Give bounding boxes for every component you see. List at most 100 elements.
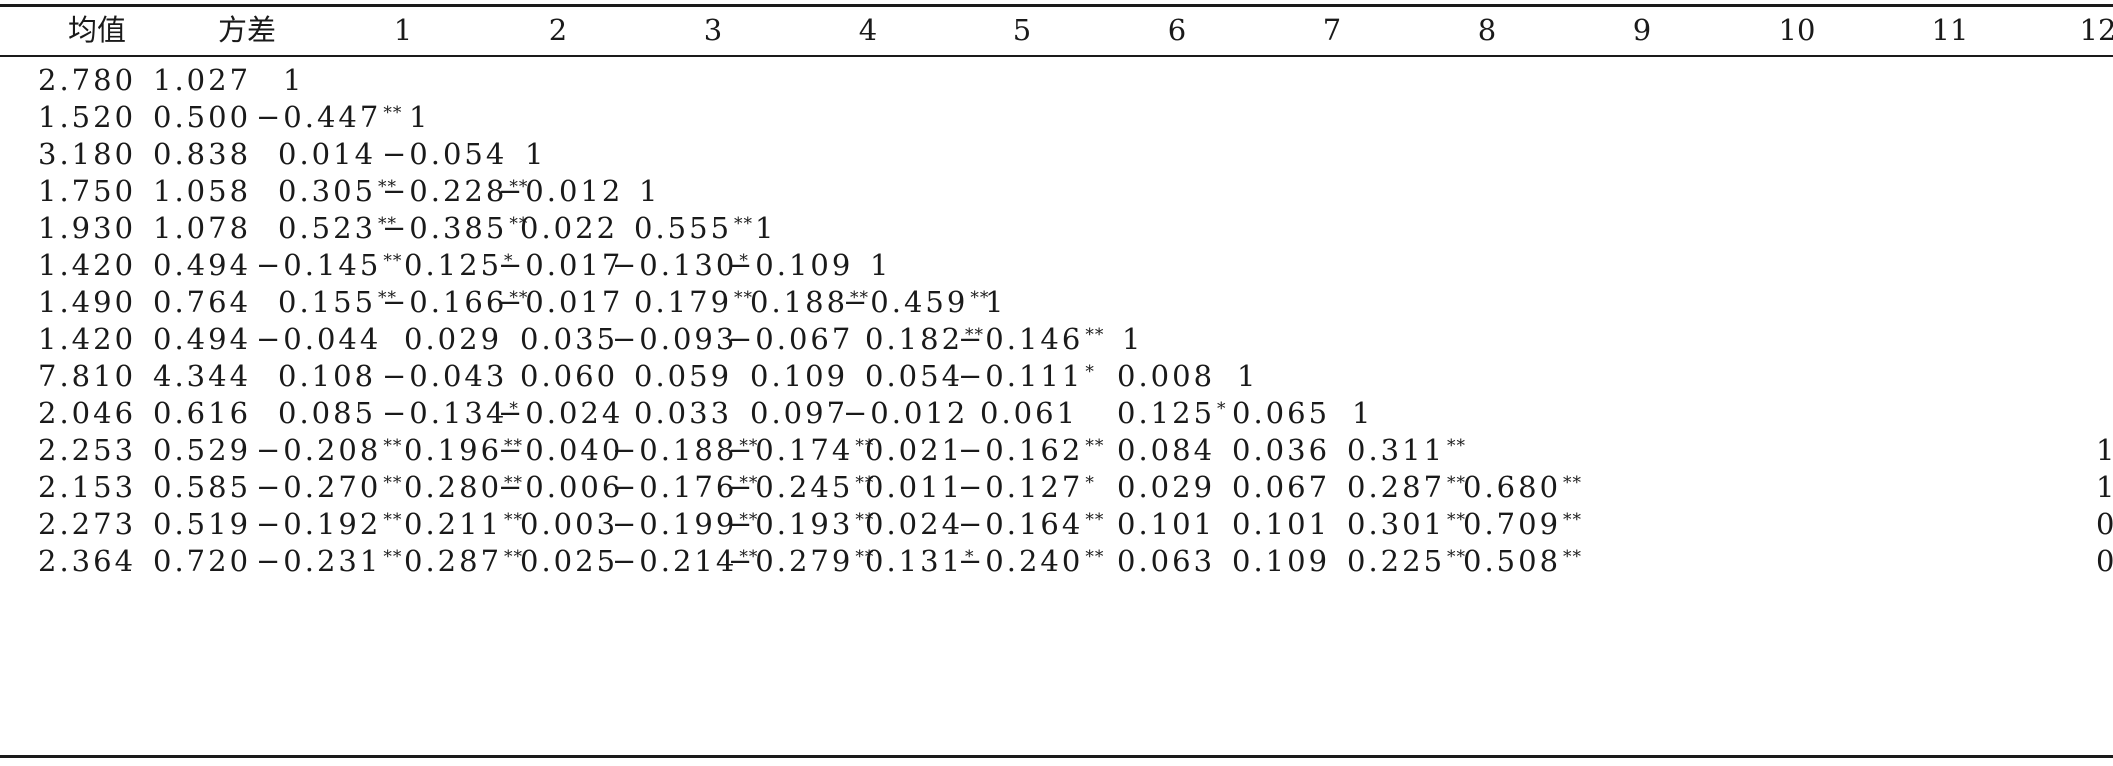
table-cell: 0.060 xyxy=(520,359,619,393)
table-cell: −0.166 ** xyxy=(382,285,529,319)
table-cell: −0.240 ** xyxy=(958,544,1105,578)
table-cell: −0.162 ** xyxy=(958,433,1105,467)
table-cell: 0.125 * xyxy=(404,248,514,282)
table-cell: 2.046 xyxy=(38,396,137,430)
table-cell: 0.523 ** xyxy=(278,211,398,245)
table-cell: 0.305 ** xyxy=(278,174,398,208)
table-cell: 0.709 ** xyxy=(1463,507,1583,541)
table-cell: 1.520 xyxy=(38,100,137,134)
table-cell: 1.420 xyxy=(38,248,137,282)
table-cell: 0.054 xyxy=(865,359,964,393)
table-cell: 2.780 xyxy=(38,63,137,97)
table-cell: 1 xyxy=(409,100,431,134)
table-cell: 1 xyxy=(1122,322,1144,356)
table-cell: 0.494 xyxy=(153,248,252,282)
table-cell: 0.287 ** xyxy=(1347,470,1467,504)
table-cell: 0.680 ** xyxy=(1463,470,1583,504)
table-cell: 0.035 xyxy=(520,322,619,356)
bottom-rule xyxy=(0,755,2113,758)
table-cell: 0.033 xyxy=(634,396,733,430)
table-cell: 0.061 xyxy=(980,396,1079,430)
table-cell: 0.585 xyxy=(153,470,252,504)
table-cell: −0.006 xyxy=(498,470,624,504)
header-col-2: 2 xyxy=(548,13,568,47)
table-cell: 0.101 xyxy=(1232,507,1331,541)
table-cell: −0.447 ** xyxy=(256,100,403,134)
table-cell: 0.764 xyxy=(153,285,252,319)
table-cell: 0.225 ** xyxy=(1347,544,1467,578)
table-cell: −0.385 ** xyxy=(382,211,529,245)
table-cell: 0.101 xyxy=(1117,507,1216,541)
table-cell: −0.040 xyxy=(498,433,624,467)
table-cell: −0.193 ** xyxy=(728,507,875,541)
table-cell: 0.500 xyxy=(153,100,252,134)
table-cell: −0.012 xyxy=(843,396,969,430)
header-col-5: 5 xyxy=(1012,13,1032,47)
header-rule xyxy=(0,55,2113,57)
table-cell: 1 xyxy=(283,63,305,97)
table-cell: 1 xyxy=(1237,359,1259,393)
table-cell: 0.014 xyxy=(278,137,377,171)
table-cell: 0.508 ** xyxy=(1463,544,1583,578)
table-cell: −0.054 xyxy=(382,137,508,171)
table-cell: 0.084 xyxy=(1117,433,1216,467)
table-cell: 0.211 ** xyxy=(404,507,524,541)
table-cell: 7.810 xyxy=(38,359,137,393)
table-cell: 0.555 ** xyxy=(634,211,754,245)
table-cell: −0.127 * xyxy=(958,470,1095,504)
table-cell: 0.108 xyxy=(278,359,377,393)
table-cell: 0.011 xyxy=(865,470,964,504)
header-mean: 均值 xyxy=(67,13,127,47)
table-cell: 4.344 xyxy=(153,359,252,393)
table-cell: 1 xyxy=(2096,433,2113,467)
table-cell: 1.058 xyxy=(153,174,252,208)
table-cell: 0.125 * xyxy=(1117,396,1227,430)
table-cell: 1 xyxy=(2096,470,2113,504)
table-cell: 0.287 ** xyxy=(404,544,524,578)
table-cell: 0.003 xyxy=(520,507,619,541)
table-cell: −0.164 ** xyxy=(958,507,1105,541)
table-cell: 1 xyxy=(639,174,661,208)
table-cell: 0.085 xyxy=(278,396,377,430)
table-cell: 0.059 xyxy=(634,359,733,393)
table-cell: 1.420 xyxy=(38,322,137,356)
table-cell: 0.838 xyxy=(153,137,252,171)
table-cell: 0.029 xyxy=(404,322,503,356)
table-cell: 0.196 ** xyxy=(404,433,524,467)
table-cell: 1 xyxy=(755,211,777,245)
table-cell: 2.153 xyxy=(38,470,137,504)
header-col-10: 10 xyxy=(1778,13,1816,47)
table-cell: 0.720 xyxy=(153,544,252,578)
table-cell: −0.044 xyxy=(256,322,382,356)
table-cell: 0.280 ** xyxy=(404,470,524,504)
table-cell: 1.490 xyxy=(38,285,137,319)
header-variance: 方差 xyxy=(217,13,277,47)
table-cell: 0.109 xyxy=(750,359,849,393)
table-cell: −0.231 ** xyxy=(256,544,403,578)
table-cell: 0.022 xyxy=(520,211,619,245)
table-cell: 2.364 xyxy=(38,544,137,578)
table-cell: −0.093 xyxy=(612,322,738,356)
table-cell: 0.021 xyxy=(865,433,964,467)
table-cell: 0.494 xyxy=(153,322,252,356)
table-cell: −0.109 xyxy=(728,248,854,282)
table-cell: −0.188 ** xyxy=(612,433,759,467)
table-cell: −0.214 ** xyxy=(612,544,759,578)
table-cell: 0.155 ** xyxy=(278,285,398,319)
table-cell: −0.017 xyxy=(498,248,624,282)
table-cell: −0.067 xyxy=(728,322,854,356)
table-cell: −0.459 ** xyxy=(843,285,990,319)
header-col-6: 6 xyxy=(1167,13,1187,47)
table-cell: 0.311 ** xyxy=(1347,433,1467,467)
table-cell: 0.065 xyxy=(1232,396,1331,430)
table-cell: 0 xyxy=(2096,544,2113,578)
table-cell: 1 xyxy=(985,285,1007,319)
table-cell: −0.146 ** xyxy=(958,322,1105,356)
table-cell: 0.024 xyxy=(865,507,964,541)
table-cell: 0.029 xyxy=(1117,470,1216,504)
table-cell: 3.180 xyxy=(38,137,137,171)
table-cell: −0.024 xyxy=(498,396,624,430)
table-cell: −0.192 ** xyxy=(256,507,403,541)
table-cell: 0.131 * xyxy=(865,544,975,578)
